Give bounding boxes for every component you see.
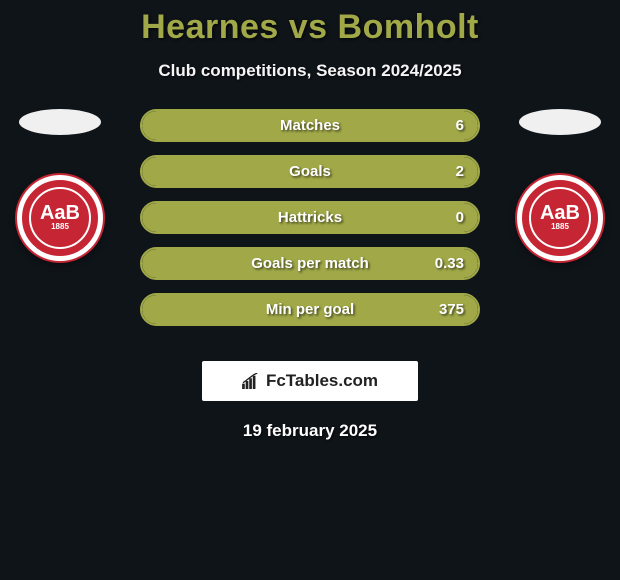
club-badge-text: AaB xyxy=(40,205,80,222)
brand-watermark[interactable]: FcTables.com xyxy=(202,361,418,401)
brand-text: FcTables.com xyxy=(266,371,378,391)
header: Hearnes vs Bomholt Club competitions, Se… xyxy=(0,0,620,81)
chart-icon xyxy=(242,373,260,389)
subtitle: Club competitions, Season 2024/2025 xyxy=(0,61,620,81)
club-badge-right: AaB 1885 xyxy=(517,175,603,261)
club-badge-inner: AaB 1885 xyxy=(29,187,91,249)
avatar-placeholder-left xyxy=(19,109,101,135)
date-label: 19 february 2025 xyxy=(0,421,620,441)
stat-row-min-per-goal: Min per goal 375 xyxy=(140,293,480,326)
stat-bars: Matches 6 Goals 2 Hattricks 0 Goals per … xyxy=(140,109,480,339)
stat-label: Min per goal xyxy=(142,295,478,324)
player-left: AaB 1885 xyxy=(0,109,120,261)
stat-value: 375 xyxy=(439,295,464,324)
stat-value: 0.33 xyxy=(435,249,464,278)
stat-value: 6 xyxy=(456,111,464,140)
stat-row-hattricks: Hattricks 0 xyxy=(140,201,480,234)
stat-row-goals-per-match: Goals per match 0.33 xyxy=(140,247,480,280)
stat-label: Matches xyxy=(142,111,478,140)
club-badge-inner: AaB 1885 xyxy=(529,187,591,249)
stat-value: 0 xyxy=(456,203,464,232)
player-right: AaB 1885 xyxy=(500,109,620,261)
stat-label: Goals per match xyxy=(142,249,478,278)
club-badge-text: AaB xyxy=(540,205,580,222)
stat-row-goals: Goals 2 xyxy=(140,155,480,188)
stat-label: Goals xyxy=(142,157,478,186)
club-badge-year: 1885 xyxy=(51,224,69,231)
stat-label: Hattricks xyxy=(142,203,478,232)
club-badge-year: 1885 xyxy=(551,224,569,231)
stat-value: 2 xyxy=(456,157,464,186)
page-title: Hearnes vs Bomholt xyxy=(0,8,620,47)
club-badge-left: AaB 1885 xyxy=(17,175,103,261)
stat-row-matches: Matches 6 xyxy=(140,109,480,142)
avatar-placeholder-right xyxy=(519,109,601,135)
comparison-panel: AaB 1885 Matches 6 Goals 2 Hattricks 0 G… xyxy=(0,109,620,339)
